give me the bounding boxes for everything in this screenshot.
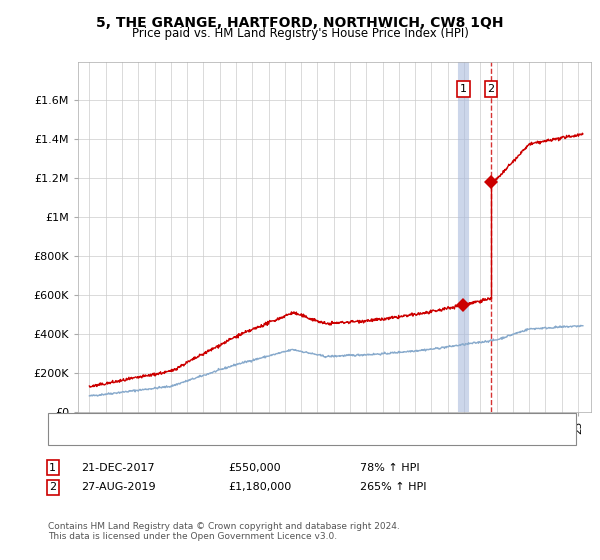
Text: 2: 2 — [49, 482, 56, 492]
Text: 1: 1 — [49, 463, 56, 473]
Text: 2: 2 — [487, 84, 494, 94]
Text: £1,180,000: £1,180,000 — [228, 482, 291, 492]
Text: 27-AUG-2019: 27-AUG-2019 — [81, 482, 155, 492]
Text: Price paid vs. HM Land Registry's House Price Index (HPI): Price paid vs. HM Land Registry's House … — [131, 27, 469, 40]
Text: 5, THE GRANGE, HARTFORD, NORTHWICH, CW8 1QH (detached house): 5, THE GRANGE, HARTFORD, NORTHWICH, CW8 … — [87, 417, 455, 427]
Text: 265% ↑ HPI: 265% ↑ HPI — [360, 482, 427, 492]
Text: Contains HM Land Registry data © Crown copyright and database right 2024.
This d: Contains HM Land Registry data © Crown c… — [48, 522, 400, 542]
Text: HPI: Average price, detached house, Cheshire West and Chester: HPI: Average price, detached house, Ches… — [87, 431, 422, 441]
Text: 78% ↑ HPI: 78% ↑ HPI — [360, 463, 419, 473]
Text: £550,000: £550,000 — [228, 463, 281, 473]
Text: 1: 1 — [460, 84, 467, 94]
Text: 21-DEC-2017: 21-DEC-2017 — [81, 463, 155, 473]
Text: 5, THE GRANGE, HARTFORD, NORTHWICH, CW8 1QH: 5, THE GRANGE, HARTFORD, NORTHWICH, CW8 … — [96, 16, 504, 30]
